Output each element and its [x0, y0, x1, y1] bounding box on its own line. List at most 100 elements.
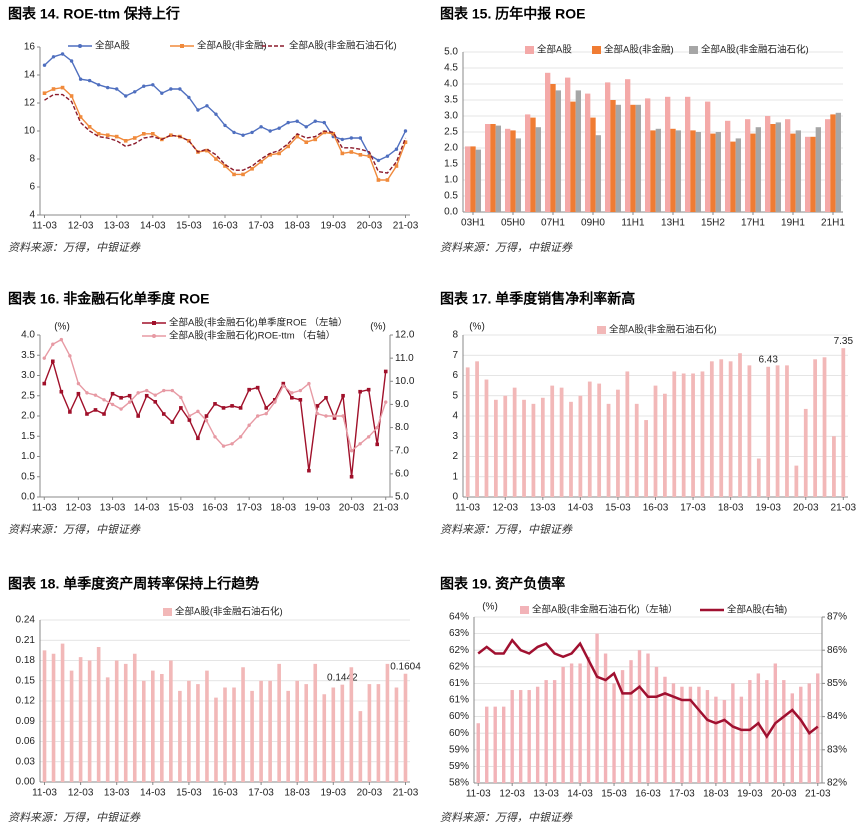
x-tick-label: 21H1 — [821, 218, 845, 229]
x-tick-label: 11-03 — [32, 788, 57, 799]
x-tick-label: 14-03 — [134, 503, 160, 514]
bar — [688, 686, 693, 783]
marker — [76, 391, 81, 396]
bar — [561, 666, 565, 783]
bar — [719, 359, 724, 497]
y2-unit: (%) — [370, 322, 386, 333]
bar — [503, 395, 508, 497]
marker — [238, 406, 243, 410]
y-tick-label: 59% — [449, 761, 469, 772]
marker — [340, 137, 345, 142]
bar — [810, 136, 816, 212]
x-tick-label: 11-03 — [466, 789, 491, 800]
bar — [813, 359, 818, 497]
source-note: 资料来源：万得，中银证券 — [8, 241, 141, 254]
x-tick-label: 13-03 — [104, 788, 130, 799]
marker — [119, 395, 123, 400]
x-tick-label: 21-03 — [393, 788, 419, 799]
x-tick-label: 11-03 — [32, 503, 57, 514]
x-tick-label: 21-03 — [831, 503, 857, 514]
marker — [179, 395, 183, 400]
legend-label: 全部A股(非金融石油石化) — [609, 324, 717, 336]
legend-label: 全部A股(非金融石化)单季度ROE （左轴） — [169, 317, 347, 329]
y2-tick-label: 10.0 — [395, 376, 415, 387]
bar — [530, 117, 536, 212]
bar — [585, 93, 591, 212]
bar — [822, 357, 827, 497]
y-tick-label: 16 — [24, 42, 36, 53]
bar — [705, 690, 710, 783]
y-tick-label: 0.06 — [16, 736, 36, 747]
y-tick-label: 0 — [452, 492, 458, 503]
bar — [785, 119, 791, 212]
bar — [722, 700, 727, 783]
y2-tick-label: 86% — [827, 645, 847, 656]
x-tick-label: 14-03 — [568, 503, 594, 514]
marker — [341, 414, 345, 418]
marker — [313, 119, 317, 123]
y2-tick-label: 6.0 — [395, 468, 409, 479]
value-label: 0.1442 — [327, 672, 358, 683]
bar — [340, 684, 345, 782]
marker — [322, 120, 326, 125]
marker — [349, 474, 354, 479]
bar — [78, 657, 83, 782]
bar — [634, 403, 639, 497]
marker — [376, 158, 381, 163]
bar — [629, 660, 633, 783]
bar — [286, 690, 290, 782]
y-tick-label: 1.0 — [444, 175, 458, 186]
legend-marker — [152, 334, 156, 338]
marker — [136, 391, 140, 395]
bar — [637, 650, 642, 783]
bar — [495, 125, 501, 212]
marker — [332, 416, 337, 420]
x-tick-label: 18-03 — [284, 788, 310, 799]
x-tick-label: 07H1 — [541, 218, 565, 229]
y-tick-label: 3.5 — [21, 350, 35, 361]
x-tick-label: 16-03 — [643, 503, 669, 514]
marker — [60, 52, 65, 56]
bar — [815, 127, 821, 212]
bar — [141, 680, 146, 782]
marker — [341, 393, 345, 398]
x-tick-label: 20-03 — [357, 788, 383, 799]
x-tick-label: 21-03 — [373, 503, 399, 514]
y-tick-label: 1.5 — [21, 431, 35, 442]
x-tick-label: 12-03 — [492, 503, 518, 514]
marker — [68, 354, 72, 358]
bar — [490, 124, 496, 212]
y-tick-label: 0.0 — [21, 492, 35, 503]
x-tick-label: 17H1 — [741, 218, 765, 229]
bar — [695, 132, 701, 212]
legend-label: 全部A股(右轴) — [727, 604, 787, 616]
y-tick-label: 6 — [29, 182, 35, 193]
bar — [160, 674, 164, 782]
y-tick-label: 60% — [449, 728, 469, 739]
marker — [119, 407, 123, 411]
y-tick-label: 2.0 — [444, 143, 458, 154]
bar — [565, 77, 571, 212]
marker — [238, 435, 243, 439]
y-tick-label: 3.5 — [444, 95, 458, 106]
marker — [268, 129, 272, 133]
source-note: 资料来源：万得，中银证券 — [440, 811, 573, 824]
marker — [375, 442, 379, 447]
bar — [730, 141, 736, 212]
marker — [105, 133, 110, 137]
marker — [340, 151, 345, 156]
marker — [170, 420, 175, 424]
bar — [799, 686, 803, 783]
legend-marker — [78, 44, 82, 48]
y-tick-label: 61% — [449, 695, 469, 706]
marker — [264, 411, 268, 416]
marker — [51, 342, 55, 346]
bar — [313, 663, 318, 782]
marker — [205, 148, 209, 153]
bar — [790, 133, 796, 212]
y-unit: (%) — [482, 602, 498, 613]
x-tick-label: 18-03 — [718, 503, 744, 514]
bar — [671, 683, 676, 783]
legend-marker — [152, 321, 156, 325]
marker — [307, 468, 311, 473]
